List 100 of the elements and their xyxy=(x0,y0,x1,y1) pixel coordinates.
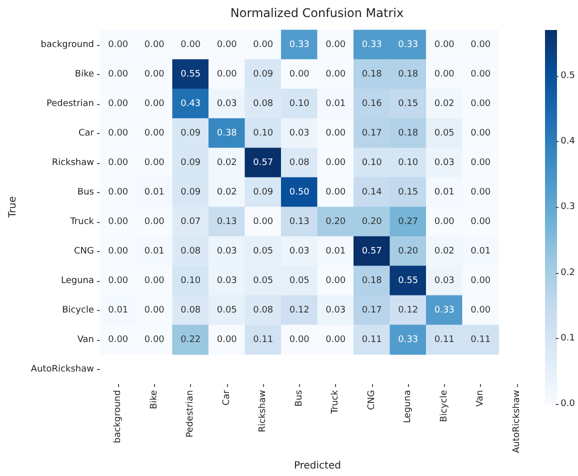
data-label: 0.00 xyxy=(470,69,491,80)
data-label: 0.05 xyxy=(253,276,274,286)
data-label: 0.00 xyxy=(108,69,128,80)
x-tick-label: Leguna xyxy=(403,390,414,424)
data-label: 0.03 xyxy=(289,128,310,138)
color-bar-label: 0.4 xyxy=(560,136,576,147)
data-label: 0.50 xyxy=(289,187,310,198)
y-tick-label: Van xyxy=(77,334,94,345)
data-label: 0.00 xyxy=(326,334,346,345)
data-label: 0.00 xyxy=(289,69,310,80)
data-label: 0.08 xyxy=(253,305,274,316)
data-label: 0.00 xyxy=(144,158,165,168)
y-tick-label: Truck xyxy=(69,216,95,227)
data-label: 0.00 xyxy=(326,69,346,80)
data-label: 0.43 xyxy=(180,98,201,109)
y-tick-label: AutoRickshaw xyxy=(30,364,94,374)
data-label: 0.00 xyxy=(108,98,128,109)
data-label: 0.00 xyxy=(253,216,274,227)
data-label: 0.00 xyxy=(326,158,346,168)
x-tick-label: Bicycle xyxy=(439,390,450,422)
x-tick-label: Van xyxy=(476,390,486,407)
y-tick-label: Bus xyxy=(77,187,94,198)
data-label: 0.00 xyxy=(470,158,491,168)
color-bar-label: 0.5 xyxy=(560,70,576,81)
data-label: 0.01 xyxy=(144,246,164,256)
data-label: 0.15 xyxy=(398,187,418,198)
color-bar-label: 0.3 xyxy=(560,202,576,212)
y-tick-label: Bicycle xyxy=(62,305,94,316)
data-label: 0.09 xyxy=(180,128,201,138)
data-label: 0.01 xyxy=(434,187,454,198)
data-label: 0.20 xyxy=(326,216,346,227)
data-label: 0.09 xyxy=(180,158,201,168)
data-label: 0.10 xyxy=(253,128,274,138)
data-label: 0.18 xyxy=(362,276,382,286)
data-label: 0.08 xyxy=(180,246,201,256)
data-label: 0.01 xyxy=(470,246,491,256)
y-tick-label: Pedestrian xyxy=(46,98,94,109)
data-label: 0.33 xyxy=(398,334,418,345)
data-label: 0.00 xyxy=(108,334,128,345)
data-label: 0.02 xyxy=(216,158,237,168)
chart-title: Normalized Confusion Matrix xyxy=(230,6,404,20)
data-label: 0.00 xyxy=(144,128,165,138)
data-label: 0.00 xyxy=(434,40,455,50)
data-label: 0.15 xyxy=(398,98,418,109)
data-label: 0.00 xyxy=(216,40,238,50)
data-label: 0.11 xyxy=(470,334,491,345)
data-label: 0.11 xyxy=(434,334,454,345)
x-axis-title: Predicted xyxy=(294,460,341,472)
x-tick-label: Car xyxy=(222,390,232,406)
data-label: 0.57 xyxy=(362,246,382,256)
data-label: 0.02 xyxy=(216,187,237,198)
data-label: 0.00 xyxy=(470,40,491,50)
color-bar-label: 0.2 xyxy=(560,268,576,278)
data-label: 0.00 xyxy=(144,305,165,316)
data-label: 0.09 xyxy=(253,187,274,198)
data-label: 0.55 xyxy=(398,276,418,286)
data-label: 0.00 xyxy=(108,276,128,286)
data-label: 0.00 xyxy=(144,334,165,345)
data-label: 0.09 xyxy=(180,187,201,198)
data-label: 0.08 xyxy=(180,305,201,316)
data-label: 0.07 xyxy=(180,216,201,227)
data-label: 0.00 xyxy=(180,40,201,50)
data-label: 0.00 xyxy=(326,276,346,286)
data-label: 0.00 xyxy=(144,98,165,109)
data-label: 0.18 xyxy=(362,69,382,80)
data-label: 0.03 xyxy=(216,276,237,286)
data-label: 0.00 xyxy=(470,216,491,227)
y-tick-label: CNG xyxy=(74,246,94,256)
data-label: 0.00 xyxy=(470,98,491,109)
data-label: 0.00 xyxy=(144,69,165,80)
data-label: 0.00 xyxy=(108,216,128,227)
color-bar-label: 0.1 xyxy=(560,333,576,344)
x-tick-label: CNG xyxy=(366,390,377,410)
data-label: 0.05 xyxy=(216,305,237,316)
data-label: 0.16 xyxy=(362,98,382,109)
data-label: 0.33 xyxy=(398,40,418,50)
data-label: 0.00 xyxy=(470,276,491,286)
data-label: 0.13 xyxy=(289,216,310,227)
data-label: 0.20 xyxy=(398,246,418,256)
data-label: 0.01 xyxy=(326,246,346,256)
data-label: 0.03 xyxy=(289,246,310,256)
data-label: 0.33 xyxy=(289,40,310,50)
y-tick-label: Rickshaw xyxy=(52,158,94,168)
x-tick-label: Bike xyxy=(149,390,160,410)
data-label: 0.05 xyxy=(434,128,454,138)
data-label: 0.00 xyxy=(470,187,491,198)
data-label: 0.00 xyxy=(108,40,128,50)
data-label: 0.18 xyxy=(398,128,418,138)
data-label: 0.01 xyxy=(326,98,346,109)
y-tick-label: background xyxy=(40,40,94,50)
color-bar-label: 0.0 xyxy=(560,399,576,409)
y-axis-title: True xyxy=(8,196,18,219)
data-label: 0.00 xyxy=(144,276,165,286)
data-label: 0.27 xyxy=(398,216,418,227)
data-label: 0.00 xyxy=(108,128,128,138)
data-label: 0.01 xyxy=(108,305,128,316)
data-label: 0.18 xyxy=(398,69,418,80)
data-label: 0.17 xyxy=(362,305,382,316)
data-label: 0.12 xyxy=(289,305,310,316)
data-label: 0.33 xyxy=(362,40,382,50)
